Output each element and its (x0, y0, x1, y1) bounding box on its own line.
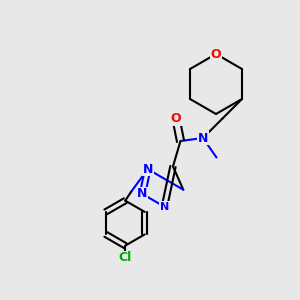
Text: N: N (137, 188, 148, 200)
Text: O: O (171, 112, 181, 125)
Text: N: N (160, 202, 169, 212)
Text: N: N (198, 131, 208, 145)
Text: O: O (211, 47, 221, 61)
Text: N: N (142, 163, 153, 176)
Text: Cl: Cl (118, 251, 132, 264)
